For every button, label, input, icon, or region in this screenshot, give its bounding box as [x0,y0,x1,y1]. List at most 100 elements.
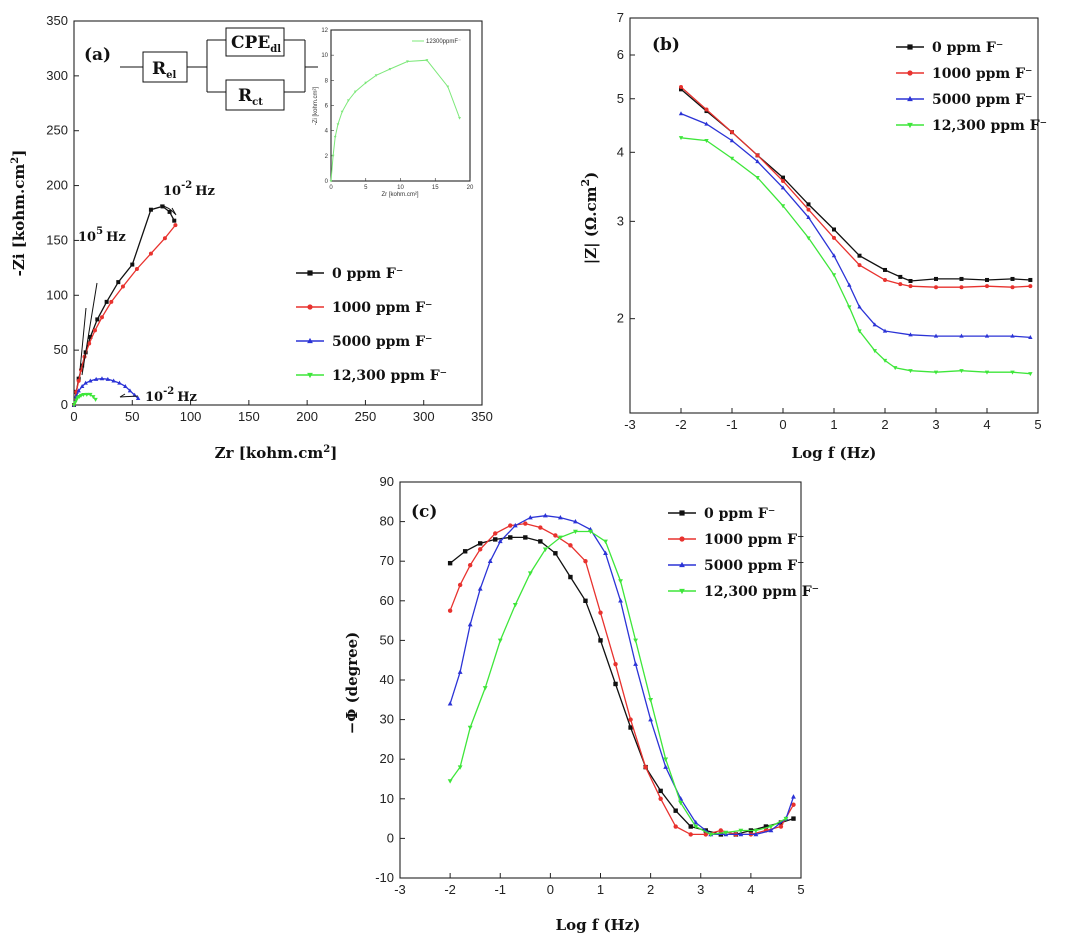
c-data-point-1 [673,824,678,829]
c-data-point-0 [508,535,513,540]
a-legend-marker-3 [307,372,313,379]
b-data-point-2 [933,333,939,338]
c-data-point-1 [467,562,473,568]
b-data-point-1 [679,85,683,90]
b-x-tick-label: 2 [881,417,888,432]
a-data-point-3 [93,397,98,402]
c-data-point-3 [482,686,488,691]
a-x-tick-label: 200 [296,409,318,424]
c-data-point-0 [658,788,663,794]
inset-y-tick-label: 10 [321,53,328,59]
c-data-point-1 [613,661,618,667]
inset-data-point [374,74,378,77]
inset-data-point [446,85,450,89]
a-legend-marker-0 [307,270,313,276]
c-data-point-1 [568,543,573,548]
a-series-line-1 [73,224,176,406]
a-legend-marker-2 [307,337,313,344]
b-data-point-2 [831,253,837,258]
b-data-point-0 [832,227,836,232]
b-series-line-2 [680,112,1031,339]
inset-legend-text: 12300ppmF⁻ [426,39,461,45]
c-data-point-2 [603,550,608,556]
a-y-tick-label: 350 [46,13,68,28]
b-data-point-0 [1028,277,1033,282]
c-data-point-1 [703,832,708,837]
a-legend-marker-1 [307,304,313,310]
c-y-tick-label: 90 [380,474,394,489]
b-data-point-2 [857,304,862,309]
c-data-point-1 [447,608,453,613]
b-data-point-3 [857,329,862,334]
c-series-line-3 [449,530,787,836]
a-data-point-2 [79,383,85,388]
c-data-point-1 [508,523,513,528]
b-data-point-1 [806,207,811,212]
b-data-point-2 [806,214,811,219]
b-y-tick-label: 6 [617,47,624,62]
c-data-point-3 [457,765,463,770]
a-x-tick-label: 250 [355,409,377,424]
c-data-point-0 [628,725,633,730]
c-legend-text-1: 1000 ppm F⁻ [704,532,804,548]
circuit-cpe-label: CPEdl [231,33,281,55]
b-legend-text-3: 12,300 ppm F⁻ [932,118,1047,134]
b-data-point-0 [806,202,811,207]
panel-c-x-axis-title: Log f (Hz) [556,916,641,934]
b-data-point-2 [1028,334,1033,339]
a-data-point-2 [83,380,88,385]
b-data-point-0 [898,274,903,279]
b-legend-text-2: 5000 ppm F⁻ [932,92,1032,108]
c-data-point-0 [791,816,796,821]
a-data-point-0 [148,207,153,212]
b-data-point-3 [729,156,735,161]
c-data-point-2 [573,518,578,524]
b-y-tick-label: 3 [617,213,624,228]
panel-a-x-axis-title: Zr [kohm.cm2] [215,444,338,462]
inset-axes: 0 5 10 15 20 0 2 4 6 8 10 12 [321,28,474,191]
b-legend-marker-1 [907,70,913,76]
inset-series [329,59,462,183]
c-data-point-3 [708,832,714,838]
a-data-point-2 [135,396,141,401]
a-data-point-1 [120,284,125,289]
c-data-point-3 [497,638,503,644]
c-x-tick-label: -3 [394,882,406,897]
b-x-tick-label: 1 [830,417,837,432]
panel-c-y-axis-title: −Φ (degree) [343,632,361,735]
a-data-point-2 [123,383,128,388]
b-legend-marker-0 [907,44,913,50]
b-data-point-2 [1010,333,1015,338]
circuit-rct-label: Rct [238,86,263,108]
b-data-point-1 [883,277,887,282]
a-data-point-3 [84,392,90,397]
annotation-low-freq-2: 10-2 Hz [145,386,197,405]
b-data-point-2 [847,282,852,287]
c-data-point-2 [693,819,699,825]
c-data-point-1 [478,547,483,552]
c-data-point-1 [538,525,543,530]
a-data-point-2 [117,380,122,385]
c-data-point-2 [738,831,744,837]
panel-c-series [447,513,796,838]
c-data-point-2 [497,538,503,544]
c-data-point-2 [618,598,623,603]
a-x-tick-label: 0 [70,409,77,424]
c-data-point-2 [487,558,493,563]
c-data-point-3 [783,816,789,822]
inset-y-tick-label: 4 [325,129,329,135]
b-data-point-0 [934,276,938,281]
a-data-point-3 [88,392,93,397]
a-x-tick-label: 350 [471,409,493,424]
a-x-tick-label: 100 [180,409,202,424]
a-data-point-3 [81,392,86,397]
c-data-point-0 [583,598,588,603]
a-data-point-2 [111,378,116,383]
b-x-tick-label: 4 [983,417,990,432]
a-data-point-1 [134,266,139,271]
a-data-point-2 [105,376,111,381]
a-x-tick-label: 300 [413,409,435,424]
panel-a-axes: 0 50 100 150 200 250 300 3500501001502002503003… [46,13,493,424]
c-data-point-3 [603,539,608,545]
b-data-point-3 [893,366,898,371]
